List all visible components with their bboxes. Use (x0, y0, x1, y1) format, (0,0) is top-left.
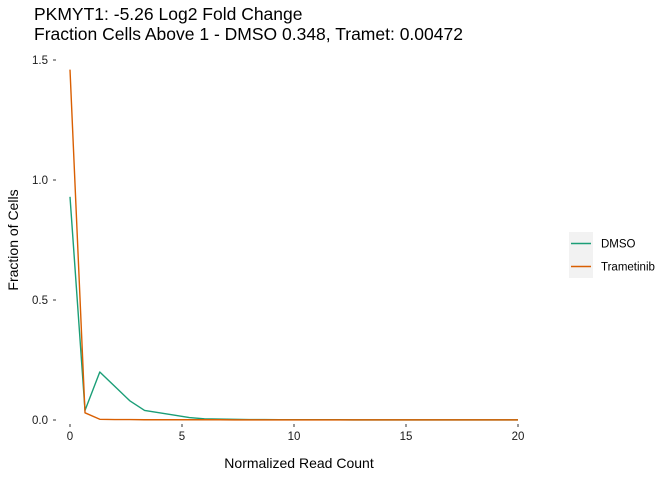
y-axis-label: Fraction of Cells (5, 189, 21, 290)
legend: DMSO Trametinib (569, 232, 655, 278)
x-tick-label: 0 (67, 431, 73, 443)
plot-area (69, 69, 518, 421)
chart-subtitle: Fraction Cells Above 1 - DMSO 0.348, Tra… (34, 24, 463, 44)
y-tick-label: 1.0 (32, 175, 48, 187)
x-tick-label: 20 (512, 431, 525, 443)
series-line-trametinib (69, 69, 518, 421)
y-tick-label: 0.5 (32, 295, 48, 307)
y-tick-label: 1.5 (32, 55, 48, 67)
x-tick-label: 5 (179, 431, 185, 443)
chart-title: PKMYT1: -5.26 Log2 Fold Change (34, 4, 303, 24)
x-axis-label: Normalized Read Count (224, 455, 374, 471)
x-tick-label: 10 (288, 431, 301, 443)
legend-label: Trametinib (601, 262, 655, 274)
x-tick-label: 15 (400, 431, 413, 443)
y-tick-label: 0.0 (32, 415, 48, 427)
axes: 0 5 10 15 20 0.0 0.5 1.0 1.5 (32, 55, 524, 443)
legend-label: DMSO (601, 239, 636, 251)
